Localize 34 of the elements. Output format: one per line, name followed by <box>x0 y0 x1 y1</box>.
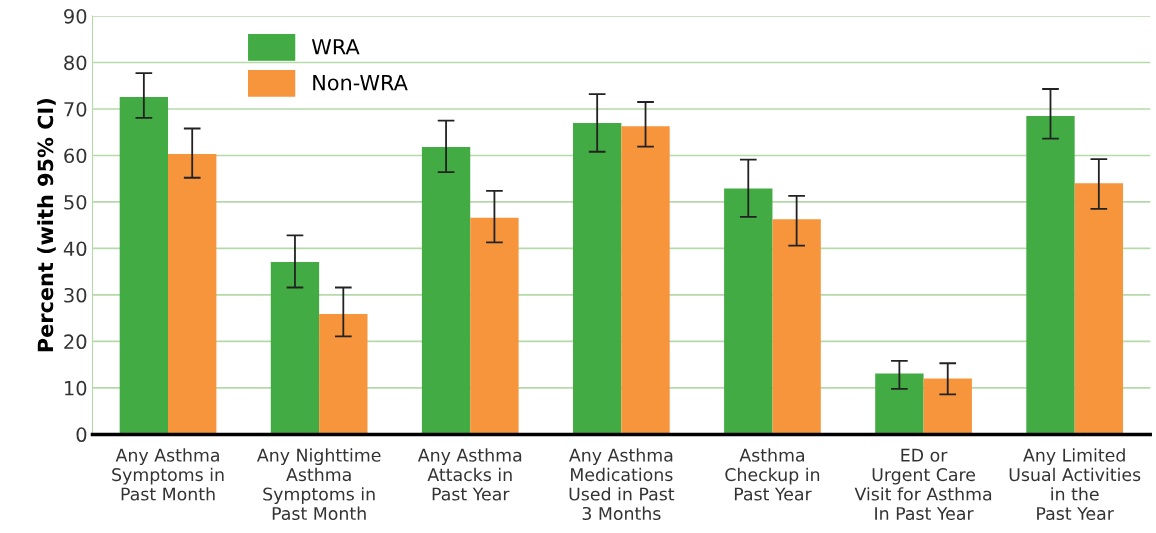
bar <box>168 154 217 435</box>
y-tick-label: 0 <box>76 427 87 443</box>
bar <box>621 126 670 435</box>
x-tick-label: Any Nighttime Asthma Symptoms in Past Month <box>257 448 381 521</box>
bar <box>772 219 821 435</box>
y-tick-label: 20 <box>64 334 87 350</box>
bar <box>319 313 368 435</box>
bar <box>923 378 972 435</box>
y-tick-label: 30 <box>64 287 87 303</box>
bar <box>1026 115 1075 435</box>
bar <box>270 261 320 435</box>
y-tick-label: 90 <box>64 8 87 24</box>
legend-label: WRA <box>311 39 360 55</box>
y-tick-label: 70 <box>64 101 87 117</box>
x-tick-label: Asthma Checkup in Past Year <box>725 448 820 501</box>
y-tick-label: 80 <box>64 55 87 71</box>
bar <box>470 217 519 435</box>
y-tick-label: 50 <box>64 194 87 210</box>
bar <box>1074 183 1124 435</box>
x-tick-label: Any Asthma Medications Used in Past 3 Months <box>569 448 675 521</box>
legend-label: Non-WRA <box>313 74 408 91</box>
x-tick-label: Any Asthma Attacks in Past Year <box>417 448 522 501</box>
bar <box>421 147 471 435</box>
y-tick-label: 40 <box>63 241 87 257</box>
y-axis-title: Percent (with 95% CI) <box>37 99 56 352</box>
y-tick-label: 60 <box>64 148 87 164</box>
y-tick-label: 10 <box>65 380 87 396</box>
x-tick-label: Any Asthma Symptoms in Past Month <box>112 448 224 501</box>
bar <box>119 96 169 435</box>
bar <box>573 122 622 435</box>
x-tick-label: ED or Urgent Care Visit for Asthma In Past Year <box>854 448 992 521</box>
bar <box>724 188 773 435</box>
x-tick-label: Any Limited Usual Activities in the Past Year <box>1009 448 1141 521</box>
bar <box>875 373 924 435</box>
